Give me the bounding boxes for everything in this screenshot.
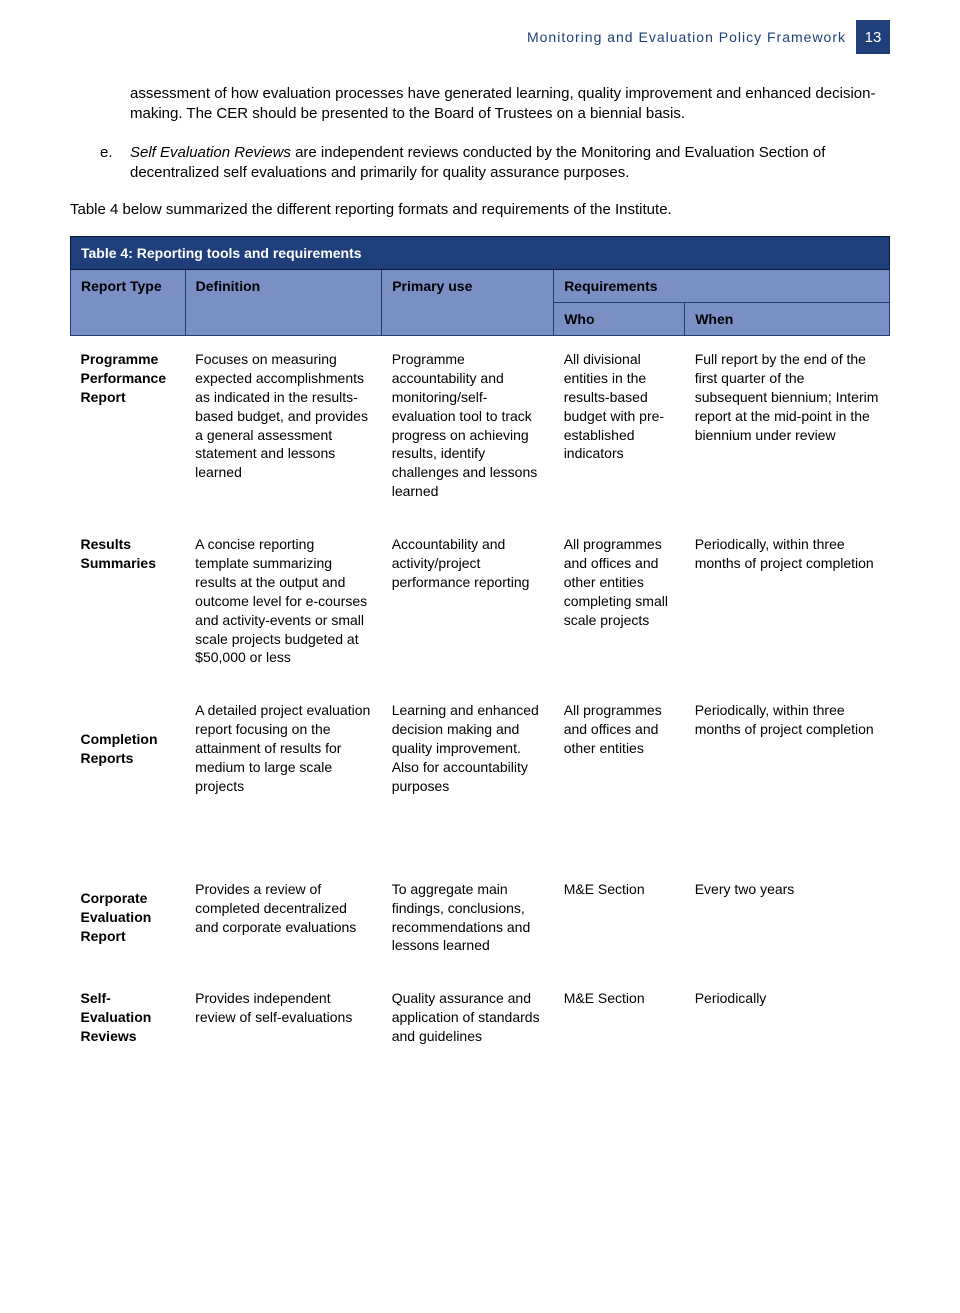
cell-definition: Provides a review of completed decentral… [185,866,382,976]
cell-when: Full report by the end of the first quar… [685,336,890,522]
cell-primary-use: Programme accountability and monitoring/… [382,336,554,522]
cell-when: Periodically [685,975,890,1066]
cell-when: Periodically, within three months of pro… [685,521,890,687]
page-number-box: 13 [856,20,890,54]
table-title-row: Table 4: Reporting tools and requirement… [71,237,890,270]
cell-type: Results Summaries [71,521,186,687]
cell-primary-use: Accountability and activity/project perf… [382,521,554,687]
list-e-title: Self Evaluation Reviews [130,144,291,161]
paragraph1-text: assessment of how evaluation processes h… [130,85,875,122]
col-header-definition: Definition [185,270,382,336]
table-header-row-1: Report Type Definition Primary use Requi… [71,270,890,303]
cell-type: Self-Evaluation Reviews [71,975,186,1066]
col-header-requirements: Requirements [554,270,890,303]
cell-primary-use: To aggregate main findings, conclusions,… [382,866,554,976]
report-table: Table 4: Reporting tools and requirement… [70,236,890,1066]
table-row: Programme Performance Report Focuses on … [71,336,890,522]
cell-when: Periodically, within three months of pro… [685,687,890,815]
table-row: Completion Reports A detailed project ev… [71,687,890,815]
cell-who: M&E Section [554,866,685,976]
page-number: 13 [865,29,882,46]
page: Monitoring and Evaluation Policy Framewo… [0,0,960,1106]
cell-primary-use: Learning and enhanced decision making an… [382,687,554,815]
cell-type: Completion Reports [71,687,186,815]
cell-who: M&E Section [554,975,685,1066]
col-header-primary-use: Primary use [382,270,554,336]
cell-who: All programmes and offices and other ent… [554,687,685,815]
col-header-who: Who [554,303,685,336]
col-header-when: When [685,303,890,336]
paragraph-continuation: assessment of how evaluation processes h… [70,84,890,125]
header-title: Monitoring and Evaluation Policy Framewo… [527,29,846,45]
table-intro-line: Table 4 below summarized the different r… [70,201,890,218]
table-row: Self-Evaluation Reviews Provides indepen… [71,975,890,1066]
cell-when: Every two years [685,866,890,976]
list-item-e: e. Self Evaluation Reviews are independe… [70,143,890,184]
list-marker-e: e. [100,143,113,163]
cell-definition: Focuses on measuring expected accomplish… [185,336,382,522]
table-row: Corporate Evaluation Report Provides a r… [71,866,890,976]
cell-primary-use: Quality assurance and application of sta… [382,975,554,1066]
cell-definition: A detailed project evaluation report foc… [185,687,382,815]
table-row: Results Summaries A concise reporting te… [71,521,890,687]
cell-who: All divisional entities in the results-b… [554,336,685,522]
cell-definition: Provides independent review of self-eval… [185,975,382,1066]
cell-type: Corporate Evaluation Report [71,866,186,976]
cell-definition: A concise reporting template summarizing… [185,521,382,687]
cell-who: All programmes and offices and other ent… [554,521,685,687]
table-title: Table 4: Reporting tools and requirement… [71,237,890,270]
table-gap-row [71,816,890,866]
page-header: Monitoring and Evaluation Policy Framewo… [70,20,890,54]
col-header-type: Report Type [71,270,186,336]
cell-type: Programme Performance Report [71,336,186,522]
